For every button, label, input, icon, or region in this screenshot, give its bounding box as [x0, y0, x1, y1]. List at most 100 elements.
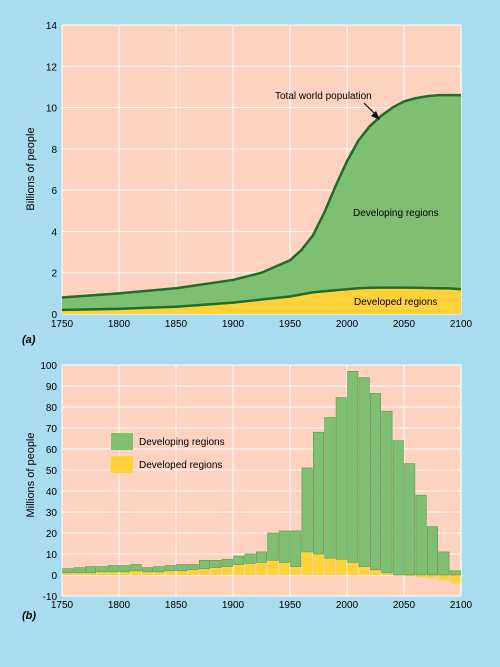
bar-developed [370, 569, 381, 575]
panel-a-ylabel: Billions of people [25, 127, 37, 210]
x-tick-label: 2000 [336, 600, 359, 611]
bar-developed [415, 575, 427, 578]
bar-developed [73, 572, 85, 575]
bar-developed [210, 567, 222, 575]
bar-developing [199, 559, 211, 569]
x-tick-label: 2050 [393, 319, 416, 330]
bar-developing [290, 530, 302, 567]
bar-developing [73, 567, 85, 574]
y-tick-label: 2 [51, 269, 57, 280]
bar-developed [153, 571, 165, 575]
legend-label-developed: Developed regions [139, 460, 222, 471]
bar-developing [255, 551, 267, 563]
bar-developing [335, 397, 347, 560]
bar-developed [233, 564, 244, 575]
line-total-world-population [61, 93, 461, 299]
bar-developing [107, 565, 119, 573]
y-tick-label: 70 [46, 424, 58, 435]
bar-developed [142, 571, 153, 575]
bar-developed [96, 571, 108, 575]
bar-developed [358, 566, 370, 575]
y-tick-label: 40 [46, 487, 58, 498]
bar-developing [210, 559, 222, 568]
y-tick-label: 0 [51, 310, 57, 321]
bar-developing [153, 566, 165, 573]
bar-developed [336, 559, 347, 575]
panel-b-label: (b) [22, 610, 36, 622]
bar-developing [142, 567, 154, 573]
bar-developed [222, 566, 233, 575]
bar-developing [415, 494, 427, 576]
panel-a-chart: 1750 1800 1850 1900 1950 2000 2050 2100 0 2 4 6 8 10 1… [22, 21, 473, 346]
x-tick-label: 2050 [393, 600, 416, 611]
bar-developed [450, 575, 461, 584]
bar-developed [130, 570, 142, 575]
bar-developing [244, 553, 256, 564]
y-tick-label: 10 [46, 104, 58, 115]
bar-developing [119, 565, 131, 573]
y-tick-label: 60 [46, 445, 58, 456]
x-tick-label: 1950 [279, 600, 302, 611]
bar-developing [62, 568, 74, 574]
bar-developed [165, 570, 176, 575]
y-tick-label: 0 [51, 571, 57, 582]
area-developing-regions [62, 95, 461, 310]
bar-developed [301, 551, 313, 575]
bar-developed [187, 569, 199, 575]
x-tick-label: 1750 [51, 319, 74, 330]
y-tick-label: 20 [46, 529, 58, 540]
x-tick-label: 1850 [165, 319, 188, 330]
y-tick-label: 80 [46, 403, 58, 414]
annotation-arrowhead [371, 111, 380, 120]
bar-developed [176, 570, 187, 575]
bar-developing [404, 463, 416, 576]
bar-developed [108, 571, 119, 575]
panel-b-tick-labels: 1750 1800 1850 1900 1950 2000 2050 2100-1001020… [40, 361, 472, 611]
legend-swatch-developed [111, 456, 133, 473]
bar-developing [312, 431, 324, 555]
bar-developed [119, 571, 130, 575]
bar-developed [404, 575, 415, 577]
panel-a-label: (a) [22, 334, 36, 346]
bar-developing [233, 555, 245, 565]
panel-b-bars [62, 370, 461, 584]
bar-developing [267, 532, 279, 561]
y-tick-label: 8 [51, 145, 57, 156]
annotation-developing-regions: Developing regions [353, 208, 439, 219]
bar-developing [369, 393, 381, 571]
x-tick-label: 1900 [222, 319, 245, 330]
bar-developed [267, 560, 279, 575]
bar-developed [347, 562, 358, 575]
bar-developed [199, 568, 210, 575]
y-tick-label: 4 [51, 227, 57, 238]
x-tick-label: 1950 [279, 319, 302, 330]
bar-developing [164, 565, 176, 572]
x-tick-label: 1900 [222, 600, 245, 611]
y-tick-label: 30 [46, 508, 58, 519]
line-developed-boundary [61, 286, 462, 312]
x-tick-label: 2000 [336, 319, 359, 330]
bar-developed [244, 563, 256, 575]
x-tick-label: 1800 [108, 600, 131, 611]
y-tick-label: 50 [46, 466, 58, 477]
y-tick-label: -10 [43, 592, 58, 603]
bar-developed [279, 562, 290, 575]
bar-developing [85, 566, 97, 574]
panel-a-tick-labels: 1750 1800 1850 1900 1950 2000 2050 2100 0 2 4 6 8 10 1… [46, 21, 473, 330]
bar-developing [278, 530, 290, 563]
bar-developing [347, 370, 359, 563]
bar-developing [438, 551, 450, 576]
panel-b-legend: Developing regions Developed regions [111, 433, 225, 473]
annotation-total-world-population: Total world population [275, 91, 372, 102]
bar-developed [381, 572, 393, 575]
legend-swatch-developing [111, 433, 133, 450]
y-tick-label: 100 [40, 361, 57, 372]
bar-developing [221, 558, 233, 567]
bar-developing [358, 377, 370, 567]
x-tick-label: 2100 [450, 319, 473, 330]
bar-developing [381, 410, 393, 574]
y-tick-label: 12 [46, 62, 58, 73]
bar-developed [290, 566, 301, 575]
bar-developed [438, 575, 450, 581]
